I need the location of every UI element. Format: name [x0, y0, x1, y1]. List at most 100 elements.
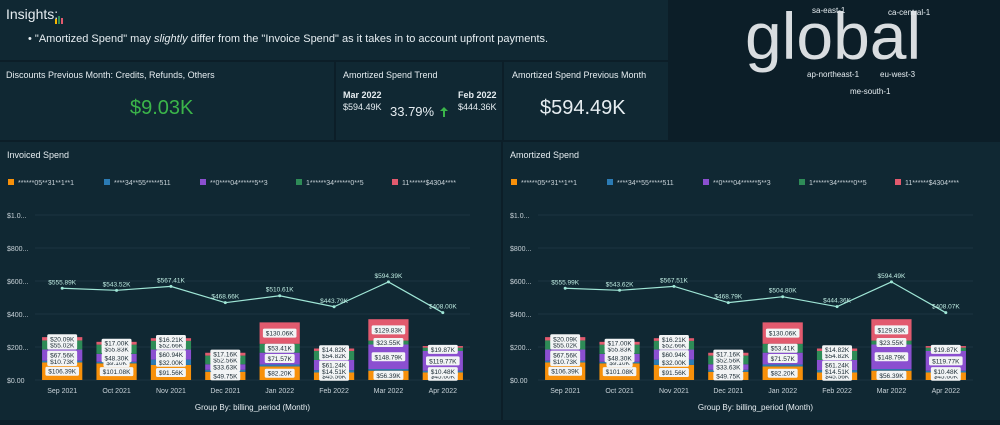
- data-label: $130.06K: [266, 331, 294, 338]
- label-bg: [373, 370, 404, 380]
- card-title: Amortized Spend Trend: [343, 70, 438, 80]
- logo-panel: global sa-east-1 ca-central-1 ap-northea…: [670, 0, 1000, 140]
- label-bg: [713, 371, 744, 381]
- region: ca-central-1: [888, 8, 931, 17]
- data-label: $19.87K: [431, 347, 456, 354]
- chart: Invoiced Spend ******05**31**1**1 ****34**…: [7, 150, 470, 412]
- total-point: [115, 288, 119, 292]
- y-tick-label: $400...: [510, 312, 531, 319]
- data-label: $67.56K: [553, 353, 578, 360]
- data-label: $91.56K: [662, 370, 687, 377]
- region: ap-northeast-1: [807, 70, 860, 79]
- bar-segment: [871, 369, 912, 371]
- label-bg: [155, 350, 186, 360]
- data-label: $14.51K: [322, 369, 347, 376]
- data-label: $56.39K: [376, 373, 401, 380]
- insights-title: Insights:: [6, 6, 59, 22]
- total-point: [563, 286, 567, 290]
- label-bg: [427, 367, 458, 377]
- label-bg: [658, 357, 689, 367]
- data-label: $106.39K: [551, 369, 579, 376]
- label-bg: [874, 325, 909, 335]
- label-bg: [658, 350, 689, 360]
- total-label: $468.66K: [211, 294, 239, 301]
- total-point: [944, 311, 948, 315]
- x-tick-label: Mar 2022: [374, 388, 404, 395]
- y-tick-label: $800...: [510, 246, 531, 253]
- label-bg: [548, 366, 582, 376]
- total-line: [62, 281, 444, 314]
- total-label: $504.80K: [769, 288, 797, 295]
- label-bg: [713, 362, 744, 372]
- data-label: $45.60K: [934, 374, 959, 381]
- period: Feb 2022: [458, 90, 497, 100]
- data-label: $32.00K: [662, 360, 687, 367]
- label-bg: [767, 343, 798, 353]
- x-tick-label: Feb 2022: [319, 388, 349, 395]
- x-tick-label: Sep 2021: [550, 388, 580, 395]
- label-bg: [658, 367, 689, 377]
- data-label: $54.82K: [825, 353, 850, 360]
- label-bg: [822, 345, 853, 355]
- label-bg: [550, 350, 581, 360]
- label-bg: [264, 368, 295, 378]
- data-label: $23.55K: [376, 340, 401, 347]
- legend-label: ******05**31**1**1: [521, 180, 577, 187]
- label-bg: [658, 335, 689, 345]
- data-label: $119.77K: [429, 358, 457, 365]
- label-bg: [264, 354, 295, 364]
- data-label: $49.75K: [213, 373, 238, 380]
- y-tick-label: $1.0...: [510, 213, 530, 220]
- legend-swatch: [703, 179, 709, 185]
- label-bg: [47, 334, 78, 344]
- insights-text: • "Amortized Spend" may slightly differ …: [28, 33, 549, 45]
- data-label: $45.56K: [825, 374, 850, 381]
- total-point: [835, 305, 839, 309]
- data-label: $45.56K: [322, 374, 347, 381]
- data-label: $101.08K: [103, 369, 131, 376]
- x-tick-label: Nov 2021: [659, 388, 689, 395]
- amount: $594.49K: [343, 102, 382, 112]
- label-bg: [930, 344, 961, 354]
- label-bg: [602, 367, 637, 377]
- label-bg: [929, 356, 963, 366]
- text: "Amortized Spend" may: [34, 33, 155, 45]
- x-tick-label: Mar 2022: [877, 388, 907, 395]
- data-label: $10.48K: [431, 369, 456, 376]
- label-bg: [264, 343, 295, 353]
- data-label: $17.16K: [213, 352, 238, 359]
- total-label: $543.52K: [103, 281, 131, 288]
- x-tick-label: Jan 2022: [265, 388, 294, 395]
- total-point: [169, 284, 173, 288]
- label-bg: [210, 362, 241, 372]
- label-bg: [713, 349, 744, 359]
- card-title: Amortized Spend Previous Month: [512, 70, 647, 80]
- data-label: $61.24K: [825, 363, 850, 370]
- insights-icon: [55, 16, 63, 24]
- label-bg: [767, 354, 798, 364]
- x-tick-label: Jan 2022: [768, 388, 797, 395]
- y-tick-label: $1.0...: [7, 213, 27, 220]
- data-label: $23.55K: [879, 340, 904, 347]
- total-point: [889, 280, 893, 284]
- data-label: $17.16K: [716, 352, 741, 359]
- y-tick-label: $400...: [7, 312, 28, 319]
- x-tick-label: Apr 2022: [932, 388, 961, 395]
- legend-swatch: [511, 179, 517, 185]
- insights-panel: Insights: • "Amortized Spend" may slight…: [0, 0, 668, 60]
- chart-title: Amortized Spend: [510, 150, 579, 160]
- data-label: $55.02K: [553, 342, 578, 349]
- data-label: $17.00K: [607, 341, 632, 348]
- data-label: $10.73K: [50, 359, 75, 366]
- data-label: $82.20K: [268, 371, 293, 378]
- label-bg: [155, 367, 186, 377]
- data-label: $130.06K: [769, 331, 797, 338]
- legend-label: ******05**31**1**1: [18, 180, 74, 187]
- label-bg: [604, 353, 635, 363]
- legend-label: 11******$4304****: [402, 180, 456, 187]
- label-bg: [319, 345, 350, 355]
- total-label: $555.89K: [48, 279, 76, 286]
- x-tick-label: Sep 2021: [47, 388, 77, 395]
- change: 33.79%: [390, 104, 435, 119]
- card: Discounts Previous Month: Credits, Refun…: [0, 62, 334, 140]
